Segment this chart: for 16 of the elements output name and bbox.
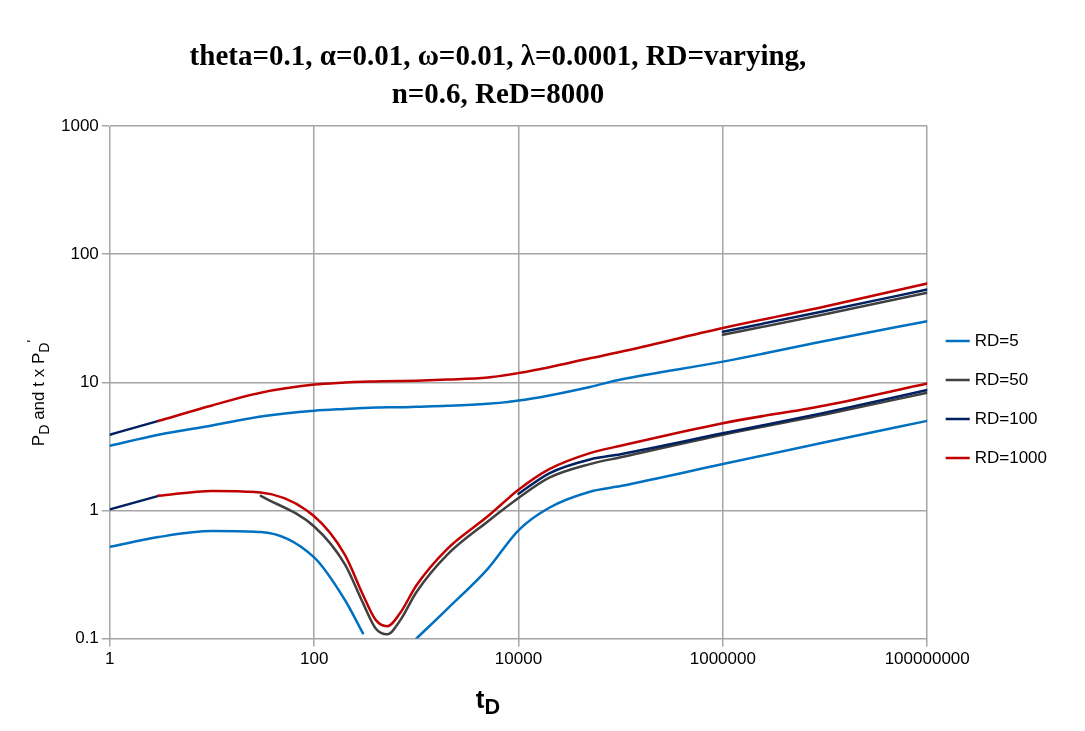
y-tick-label: 10 <box>79 371 99 391</box>
legend-label: RD=1000 <box>974 447 1048 467</box>
x-tick-label: 1 <box>105 649 115 669</box>
legend-label: RD=5 <box>974 330 1019 350</box>
chart-title: theta=0.1, α=0.01, ω=0.01, λ=0.0001, RD=varying, n=0.6, ReD=8000 <box>188 38 808 111</box>
y-tick-label: 1 <box>89 500 99 520</box>
y-tick-label: 100 <box>70 243 99 263</box>
x-tick-label: 10000 <box>494 649 543 669</box>
x-tick-label: 100000000 <box>884 649 970 669</box>
x-tick-label: 100 <box>299 649 329 669</box>
y-tick-label: 1000 <box>60 115 99 135</box>
legend-label: RD=100 <box>974 408 1038 428</box>
x-tick-label: 1000000 <box>689 649 756 669</box>
x-axis-title: t$_{D}$ <box>475 684 501 721</box>
y-tick-label: 0.1 <box>75 628 99 648</box>
legend-label: RD=50 <box>974 369 1029 389</box>
